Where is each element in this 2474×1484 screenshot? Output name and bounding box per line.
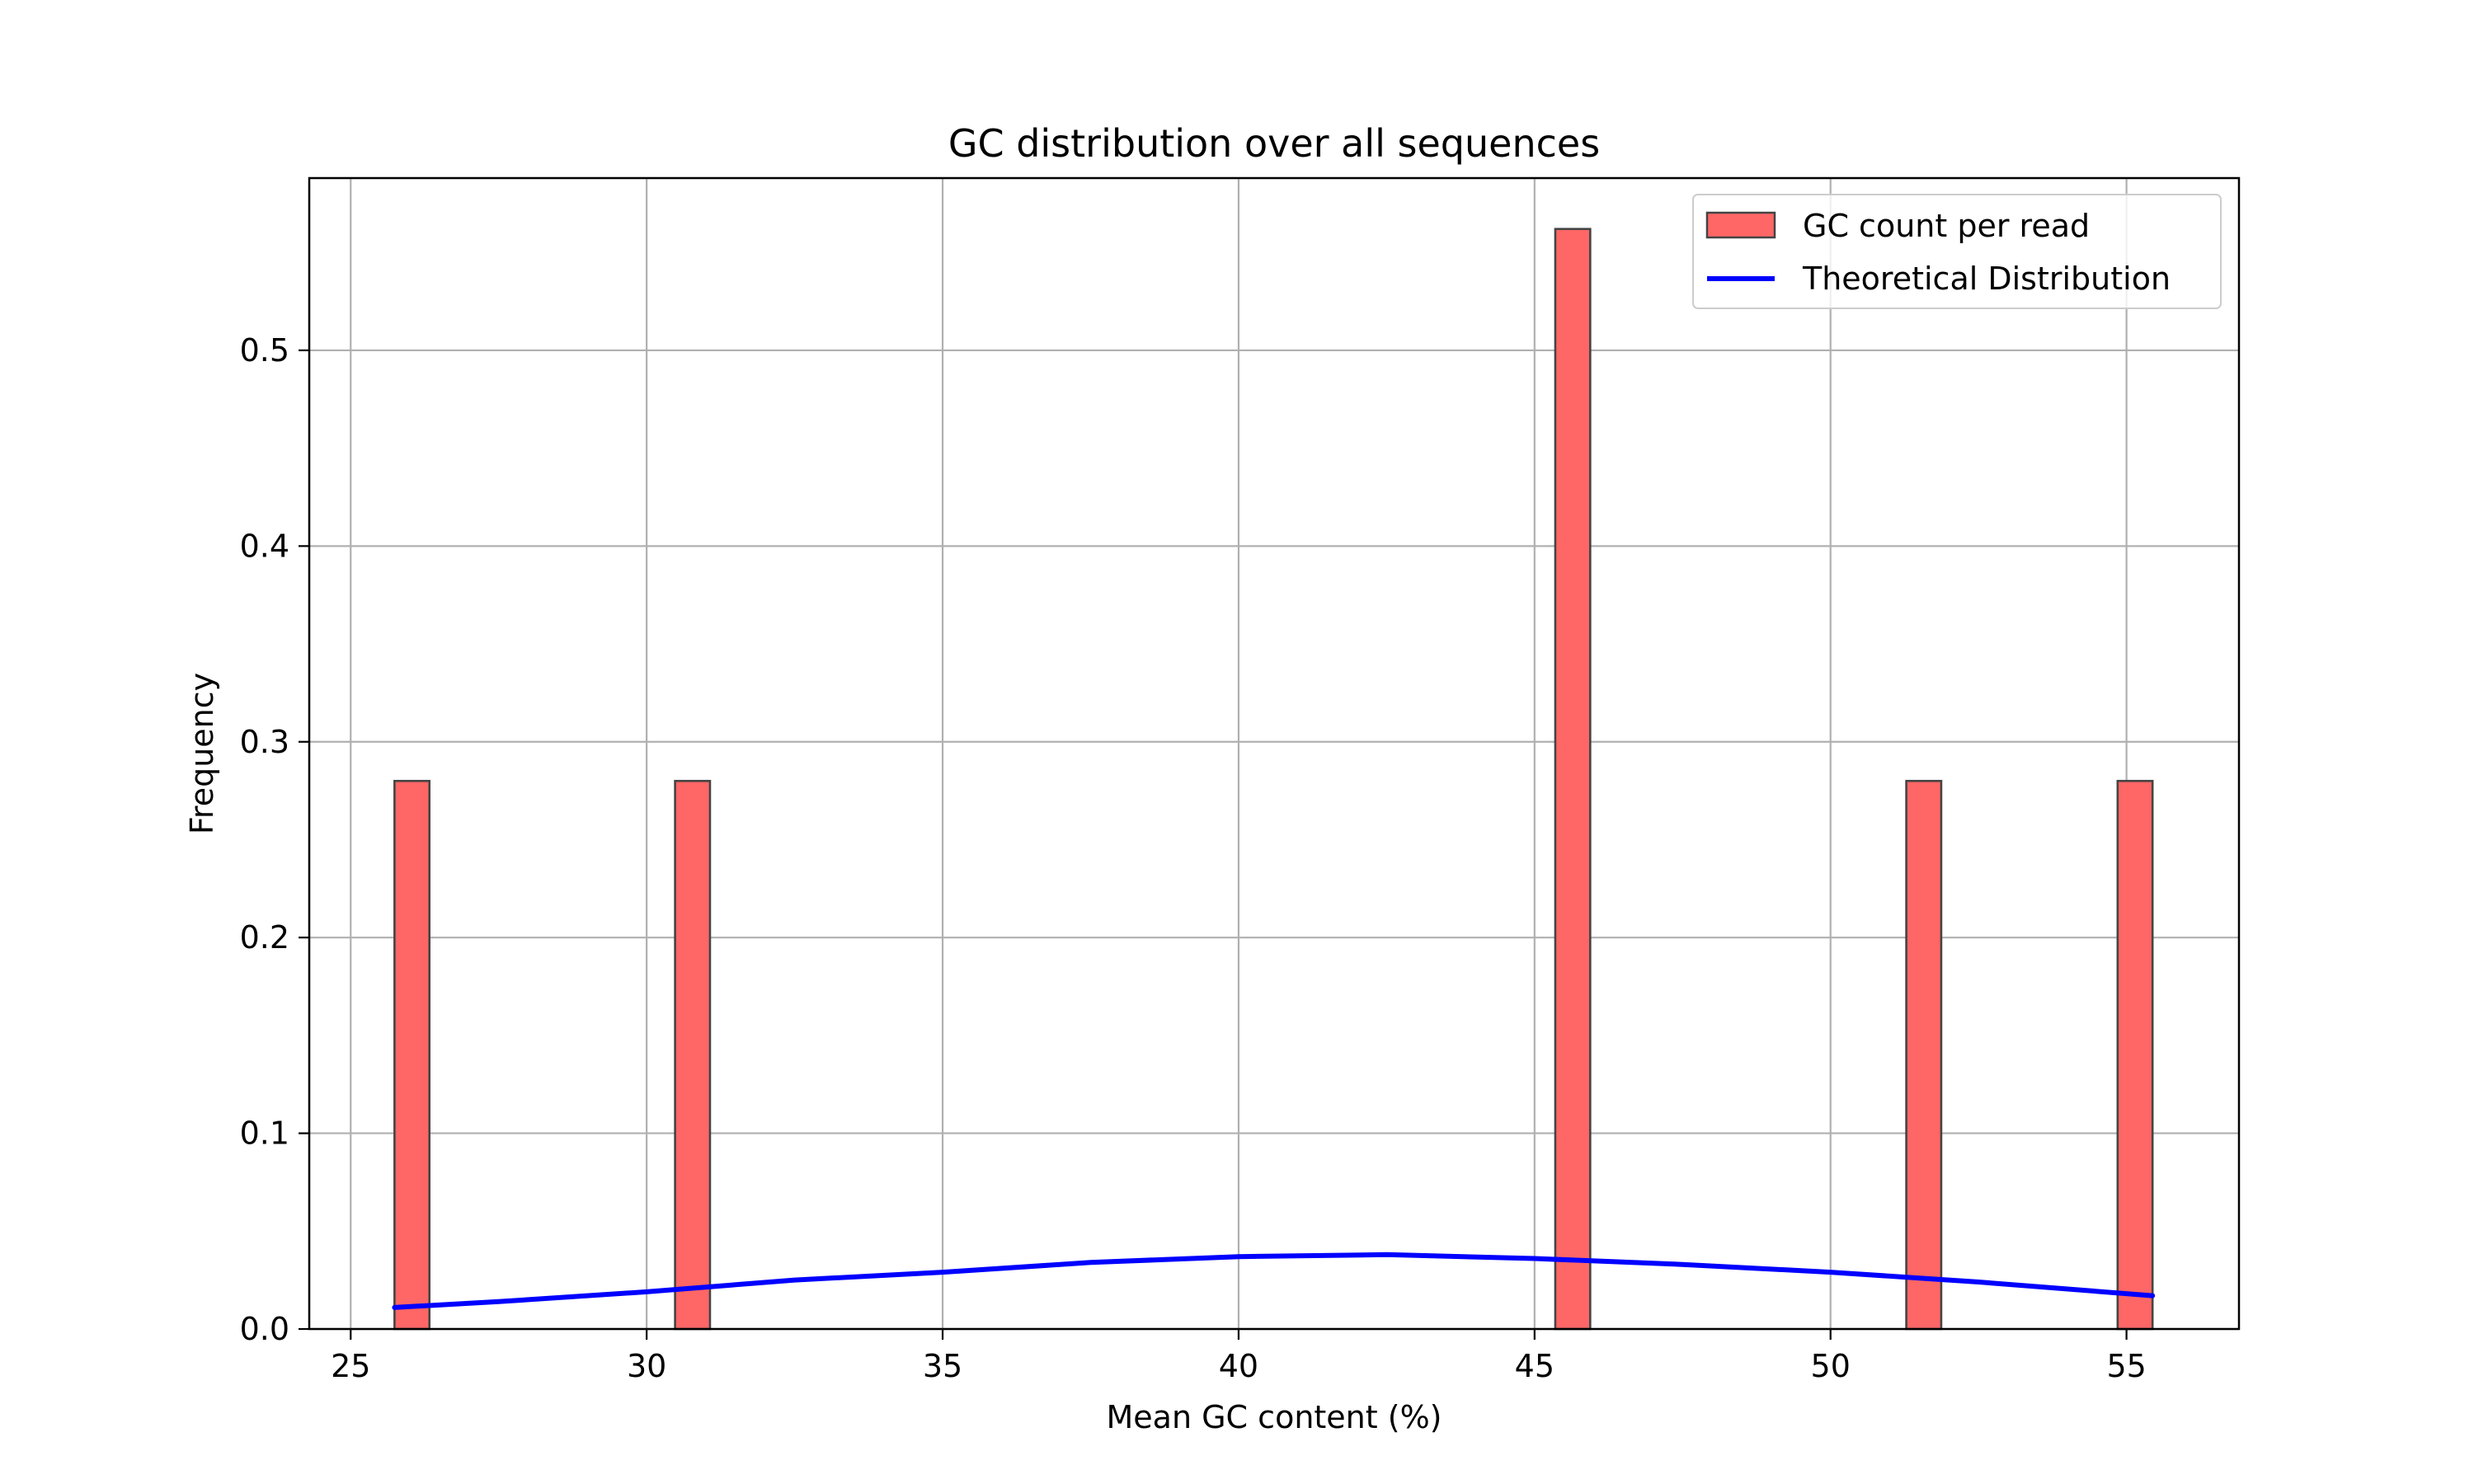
y-tick-label: 0.5 xyxy=(240,332,289,369)
x-tick-label: 25 xyxy=(331,1348,370,1384)
y-tick-label: 0.2 xyxy=(240,919,289,956)
x-tick-label: 40 xyxy=(1219,1348,1258,1384)
x-axis-title: Mean GC content (%) xyxy=(1107,1399,1442,1435)
histogram-bar xyxy=(2116,779,2154,1331)
y-tick-label: 0.3 xyxy=(240,724,289,760)
y-axis-title: Frequency xyxy=(184,673,220,834)
x-tick-label: 30 xyxy=(627,1348,666,1384)
histogram-bar xyxy=(1554,228,1592,1331)
legend-frame xyxy=(1692,194,2222,309)
y-tick-label: 0.4 xyxy=(240,528,289,564)
theoretical-distribution-line xyxy=(392,1252,2156,1310)
x-tick-label: 55 xyxy=(2106,1348,2146,1384)
plot-frame xyxy=(308,176,2241,1331)
y-axis-ticks: 0.0 0.1 0.2 0.3 0.4 0.5 xyxy=(240,332,309,1347)
x-tick-label: 50 xyxy=(1811,1348,1851,1384)
legend: GC count per read Theoretical Distributi… xyxy=(1692,194,2222,309)
legend-swatch-bars xyxy=(1705,211,1776,239)
chart-title: GC distribution over all sequences xyxy=(948,121,1600,166)
x-axis-ticks: 25 30 35 40 45 50 55 xyxy=(331,1329,2147,1384)
x-tick-label: 45 xyxy=(1515,1348,1554,1384)
x-tick-label: 35 xyxy=(923,1348,962,1384)
legend-label-bars: GC count per read xyxy=(1803,208,2090,244)
histogram-bar xyxy=(1905,779,1943,1331)
histogram-bar xyxy=(393,779,431,1331)
histogram-bars xyxy=(393,228,2154,1331)
histogram-bar xyxy=(674,779,712,1331)
legend-label-line: Theoretical Distribution xyxy=(1802,261,2171,297)
y-tick-label: 0.0 xyxy=(240,1311,289,1347)
theoretical-line-layer xyxy=(392,1252,2156,1310)
y-tick-label: 0.1 xyxy=(240,1115,289,1152)
